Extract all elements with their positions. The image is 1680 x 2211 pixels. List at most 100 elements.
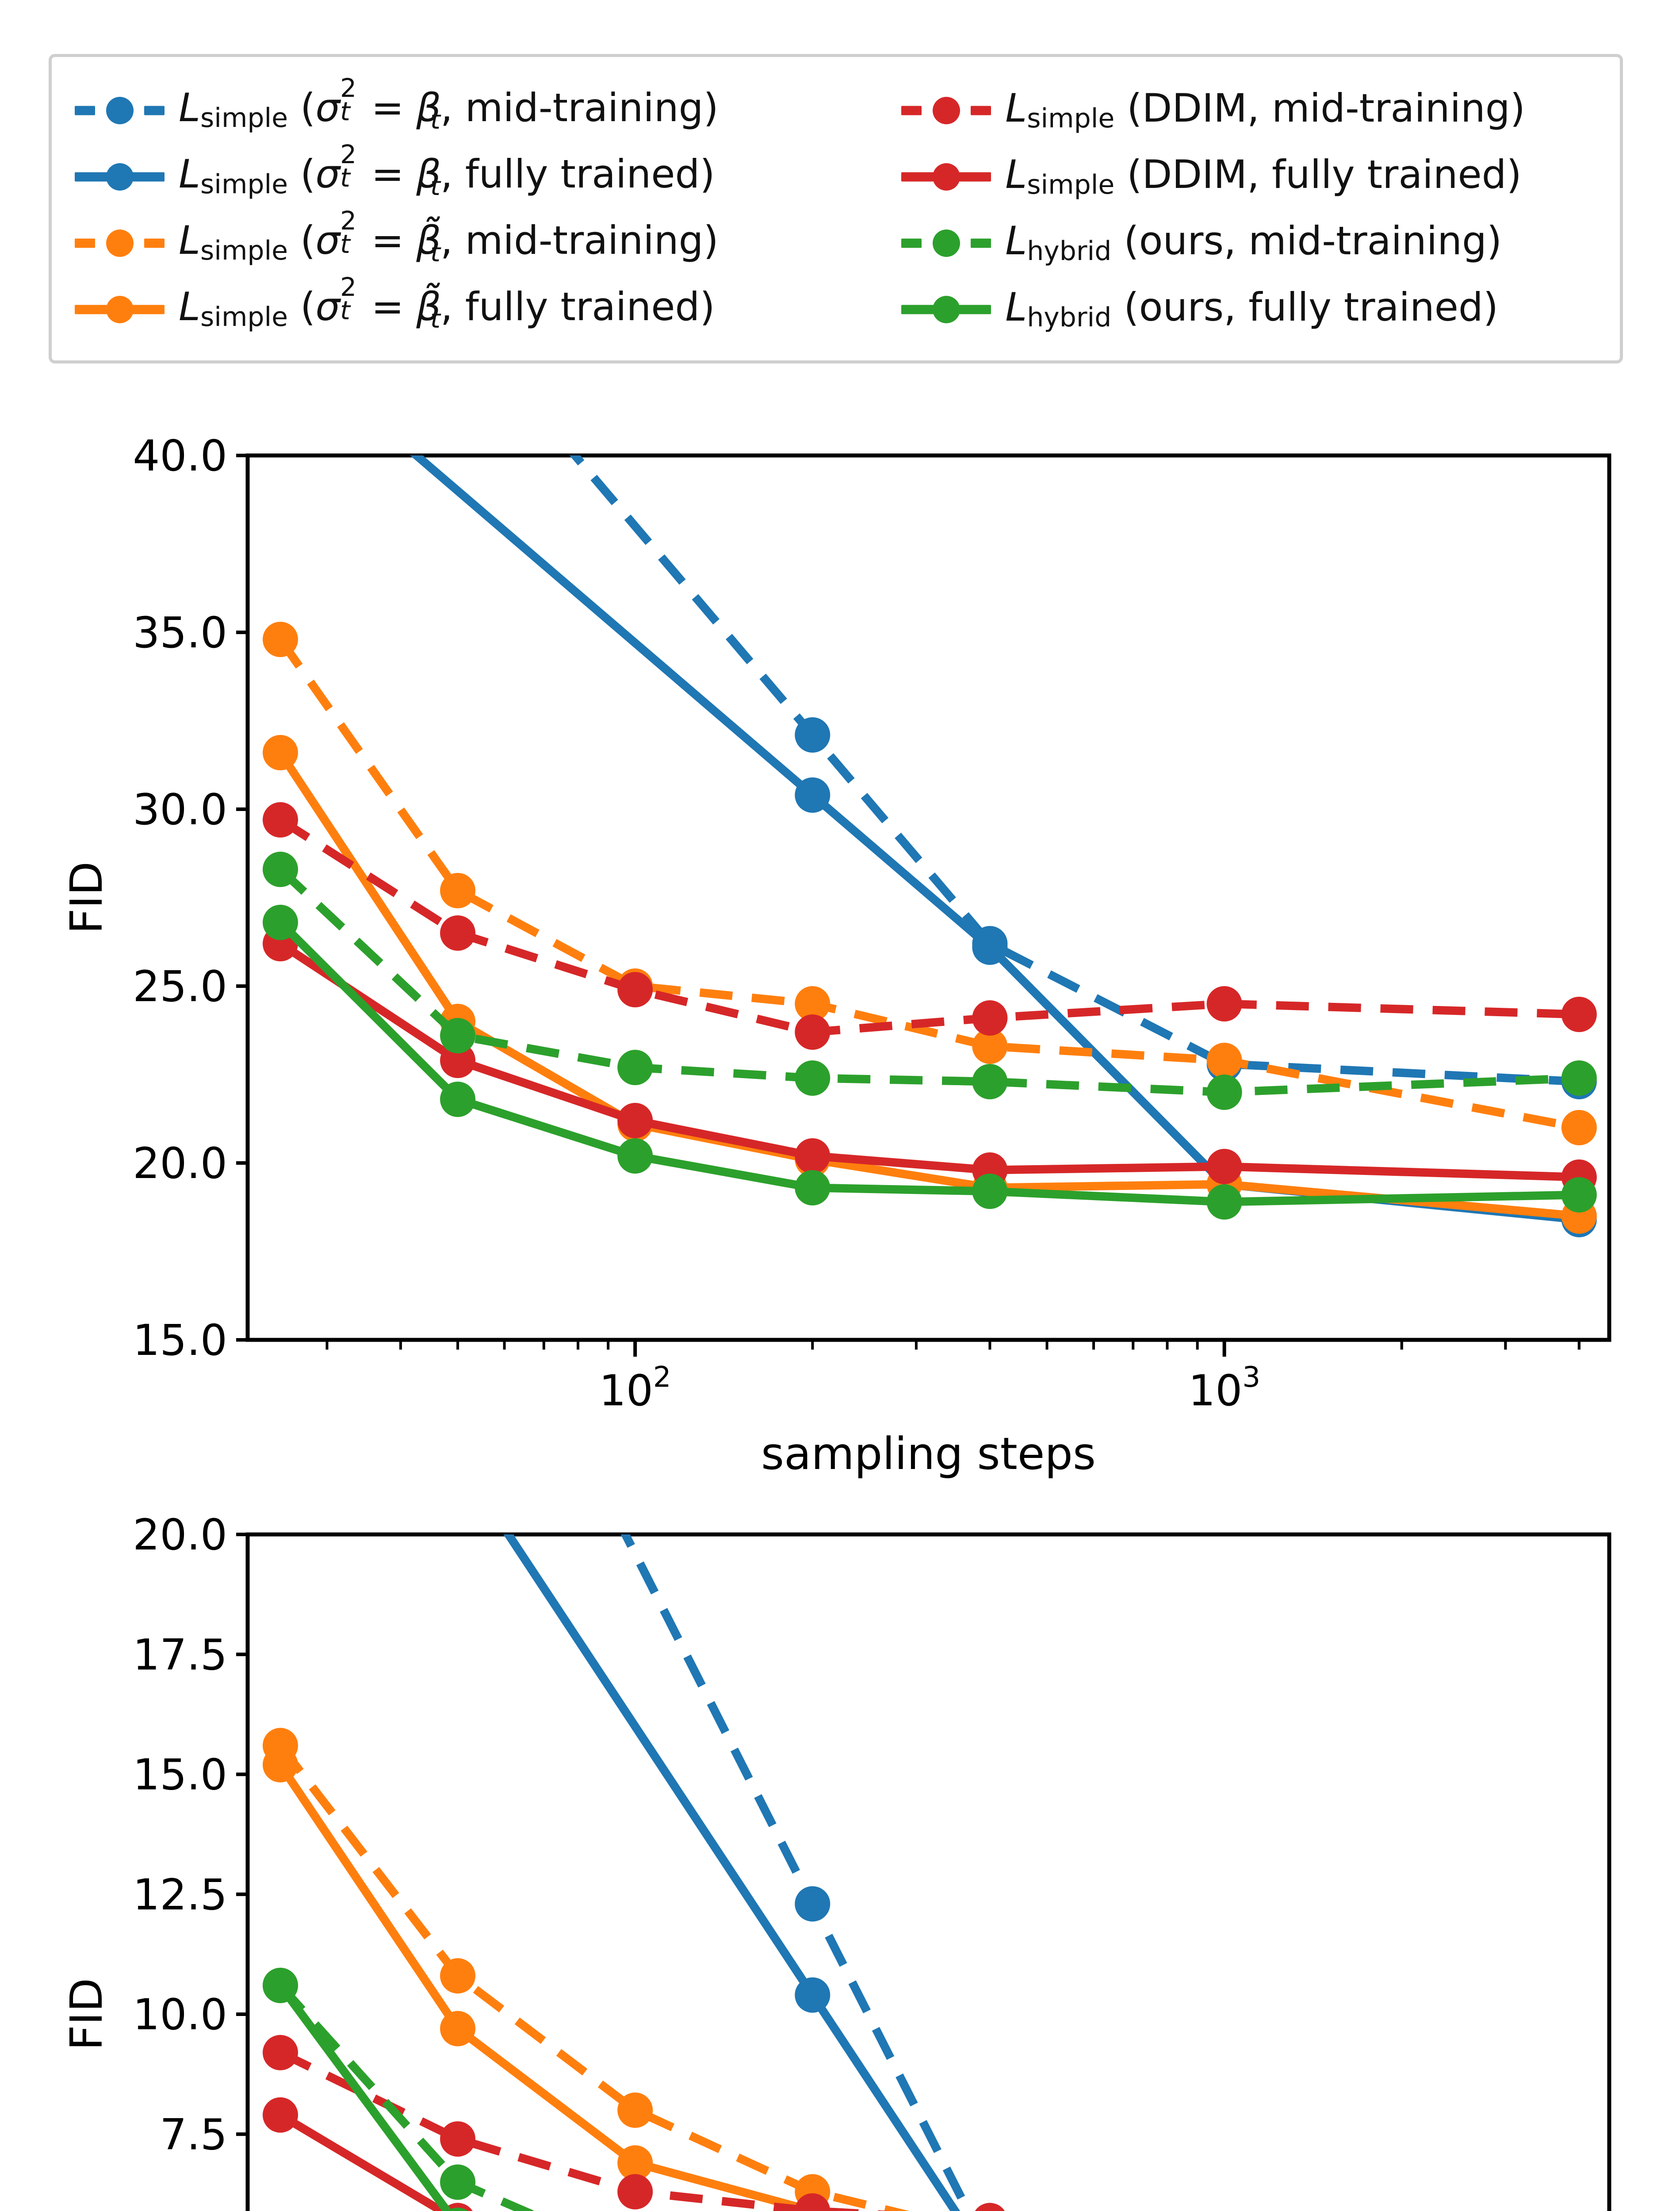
data-point-marker — [262, 2097, 298, 2133]
legend-label-red-full: Lsimple (DDIM, fully trained) — [1005, 152, 1522, 201]
x-axis-title: sampling steps — [761, 1428, 1096, 1480]
data-point-marker — [440, 873, 476, 908]
legend-item-orange-mid[interactable]: Lsimple (σ 2 t = β̃t, mid-training) — [72, 208, 899, 276]
y-axis-ticks: 15.0 20.0 25.0 30.0 35.0 40.0 — [133, 431, 248, 1365]
legend-label-orange-full: Lsimple (σ 2 t = β̃t, fully trained) — [179, 272, 715, 334]
data-point-marker — [262, 905, 298, 940]
data-point-marker — [617, 2092, 653, 2128]
data-point-marker — [617, 1103, 653, 1138]
data-point-marker — [1206, 1184, 1242, 1220]
data-point-marker — [262, 802, 298, 838]
data-point-marker — [262, 622, 298, 657]
fid-vs-sampling-steps-chart-top: 15.0 20.0 25.0 30.0 35.0 40.0 102 103 sampling s… — [0, 425, 1680, 1499]
data-point-marker — [1561, 1177, 1597, 1213]
data-point-marker — [617, 972, 653, 1007]
legend-label-green-full: Lhybrid (ours, fully trained) — [1005, 284, 1499, 333]
legend-label-green-mid: Lhybrid (ours, mid-training) — [1005, 218, 1502, 267]
data-point-marker — [1206, 986, 1242, 1021]
legend-item-red-mid[interactable]: Lsimple (DDIM, mid-training) — [899, 77, 1602, 144]
legend-item-green-mid[interactable]: Lhybrid (ours, mid-training) — [899, 210, 1602, 276]
data-point-marker — [262, 852, 298, 887]
legend-item-blue-mid[interactable]: Lsimple (σ 2 t = βt, mid-training) — [72, 73, 899, 144]
data-point-marker — [617, 1050, 653, 1085]
legend-marker-blue-dashed — [72, 93, 167, 128]
legend-marker-green-solid — [899, 292, 994, 327]
data-point-marker — [1206, 1075, 1242, 1110]
data-point-marker — [1561, 1060, 1597, 1096]
fid-vs-sampling-steps-chart-bottom: 0.02.55.07.510.012.515.017.520.0102103sa… — [0, 1503, 1680, 2211]
x-tick-label: 102 — [599, 1361, 671, 1415]
y-tick-label: 15.0 — [133, 1316, 227, 1365]
legend-item-red-full[interactable]: Lsimple (DDIM, fully trained) — [899, 144, 1602, 210]
plot-frame — [245, 1532, 1611, 2211]
y-axis-title: FID — [61, 861, 112, 934]
data-point-marker — [795, 1014, 830, 1050]
legend-item-blue-full[interactable]: Lsimple (σ 2 t = βt, fully trained) — [72, 139, 899, 210]
x-tick-label: 103 — [1188, 1361, 1260, 1415]
data-point-marker — [972, 1064, 1008, 1099]
data-point-marker — [440, 1043, 476, 1078]
data-point-marker — [1561, 1110, 1597, 1145]
y-tick-label: 17.5 — [133, 1630, 227, 1679]
data-point-marker — [795, 986, 830, 1021]
data-point-marker — [440, 1018, 476, 1053]
data-point-marker — [440, 2164, 476, 2200]
legend-marker-orange-solid — [72, 292, 167, 327]
data-point-marker — [972, 1000, 1008, 1036]
legend-item-orange-full[interactable]: Lsimple (σ 2 t = β̃t, fully trained) — [72, 272, 899, 343]
data-point-marker — [262, 1747, 298, 1783]
data-point-marker — [795, 1138, 830, 1174]
y-axis-ticks: 0.02.55.07.510.012.515.017.520.0 — [133, 1510, 248, 2159]
y-tick-label: 25.0 — [133, 962, 227, 1011]
data-point-marker — [795, 1060, 830, 1096]
data-point-marker — [617, 2174, 653, 2210]
data-point-marker — [795, 717, 830, 753]
legend-label-blue-full: Lsimple (σ 2 t = βt, fully trained) — [179, 139, 715, 202]
data-point-marker — [440, 1958, 476, 1994]
chart-svg-top: 15.0 20.0 25.0 30.0 35.0 40.0 102 103 sampling s… — [61, 431, 1611, 1480]
data-point-marker — [440, 1082, 476, 1117]
y-axis-title: FID — [61, 1978, 112, 2050]
legend-column-left: Lsimple (σ 2 t = βt, mid-training) Lsimple … — [72, 73, 899, 343]
legend-label-blue-mid: Lsimple (σ 2 t = βt, mid-training) — [179, 73, 719, 135]
y-tick-label: 15.0 — [133, 1750, 227, 1800]
data-point-marker — [1206, 1149, 1242, 1184]
data-point-marker — [795, 777, 830, 813]
legend-marker-blue-solid — [72, 159, 167, 195]
data-point-marker — [972, 1029, 1008, 1064]
data-point-marker — [972, 1174, 1008, 1209]
data-point-marker — [1561, 997, 1597, 1032]
y-tick-label: 20.0 — [133, 1139, 227, 1188]
legend-marker-green-dashed — [899, 226, 994, 261]
data-point-marker — [440, 2121, 476, 2157]
data-point-marker — [262, 1967, 298, 2003]
legend-item-green-full[interactable]: Lhybrid (ours, fully trained) — [899, 276, 1602, 343]
data-point-marker — [795, 2193, 830, 2211]
figure-legend: Lsimple (σ 2 t = βt, mid-training) Lsimple … — [49, 54, 1623, 363]
legend-marker-red-solid — [899, 159, 994, 195]
y-tick-label: 7.5 — [160, 2110, 227, 2159]
data-point-marker — [1206, 1043, 1242, 1078]
data-point-marker — [972, 930, 1008, 965]
chart-svg-bottom: 0.02.55.07.510.012.515.017.520.0102103sa… — [61, 1510, 1611, 2211]
series-line — [569, 455, 1580, 1086]
y-tick-label: 20.0 — [133, 1510, 227, 1560]
legend-column-right: Lsimple (DDIM, mid-training) Lsimple (DD… — [899, 77, 1602, 343]
legend-marker-orange-dashed — [72, 226, 167, 261]
y-tick-label: 10.0 — [133, 1990, 227, 2039]
data-point-marker — [440, 915, 476, 951]
data-point-marker — [440, 2011, 476, 2047]
data-point-marker — [795, 1886, 830, 1922]
series-group — [262, 1534, 1005, 2211]
data-point-marker — [262, 735, 298, 770]
y-tick-label: 35.0 — [133, 608, 227, 658]
y-tick-label: 40.0 — [133, 431, 227, 481]
series-group — [262, 455, 1597, 1237]
data-point-marker — [447, 2207, 468, 2211]
series-line — [503, 1534, 961, 2211]
x-axis-ticks — [325, 1340, 1581, 1357]
data-point-marker — [262, 2035, 298, 2070]
data-point-marker — [617, 2145, 653, 2181]
y-tick-label: 12.5 — [133, 1870, 227, 1920]
series-line — [620, 1534, 973, 2211]
